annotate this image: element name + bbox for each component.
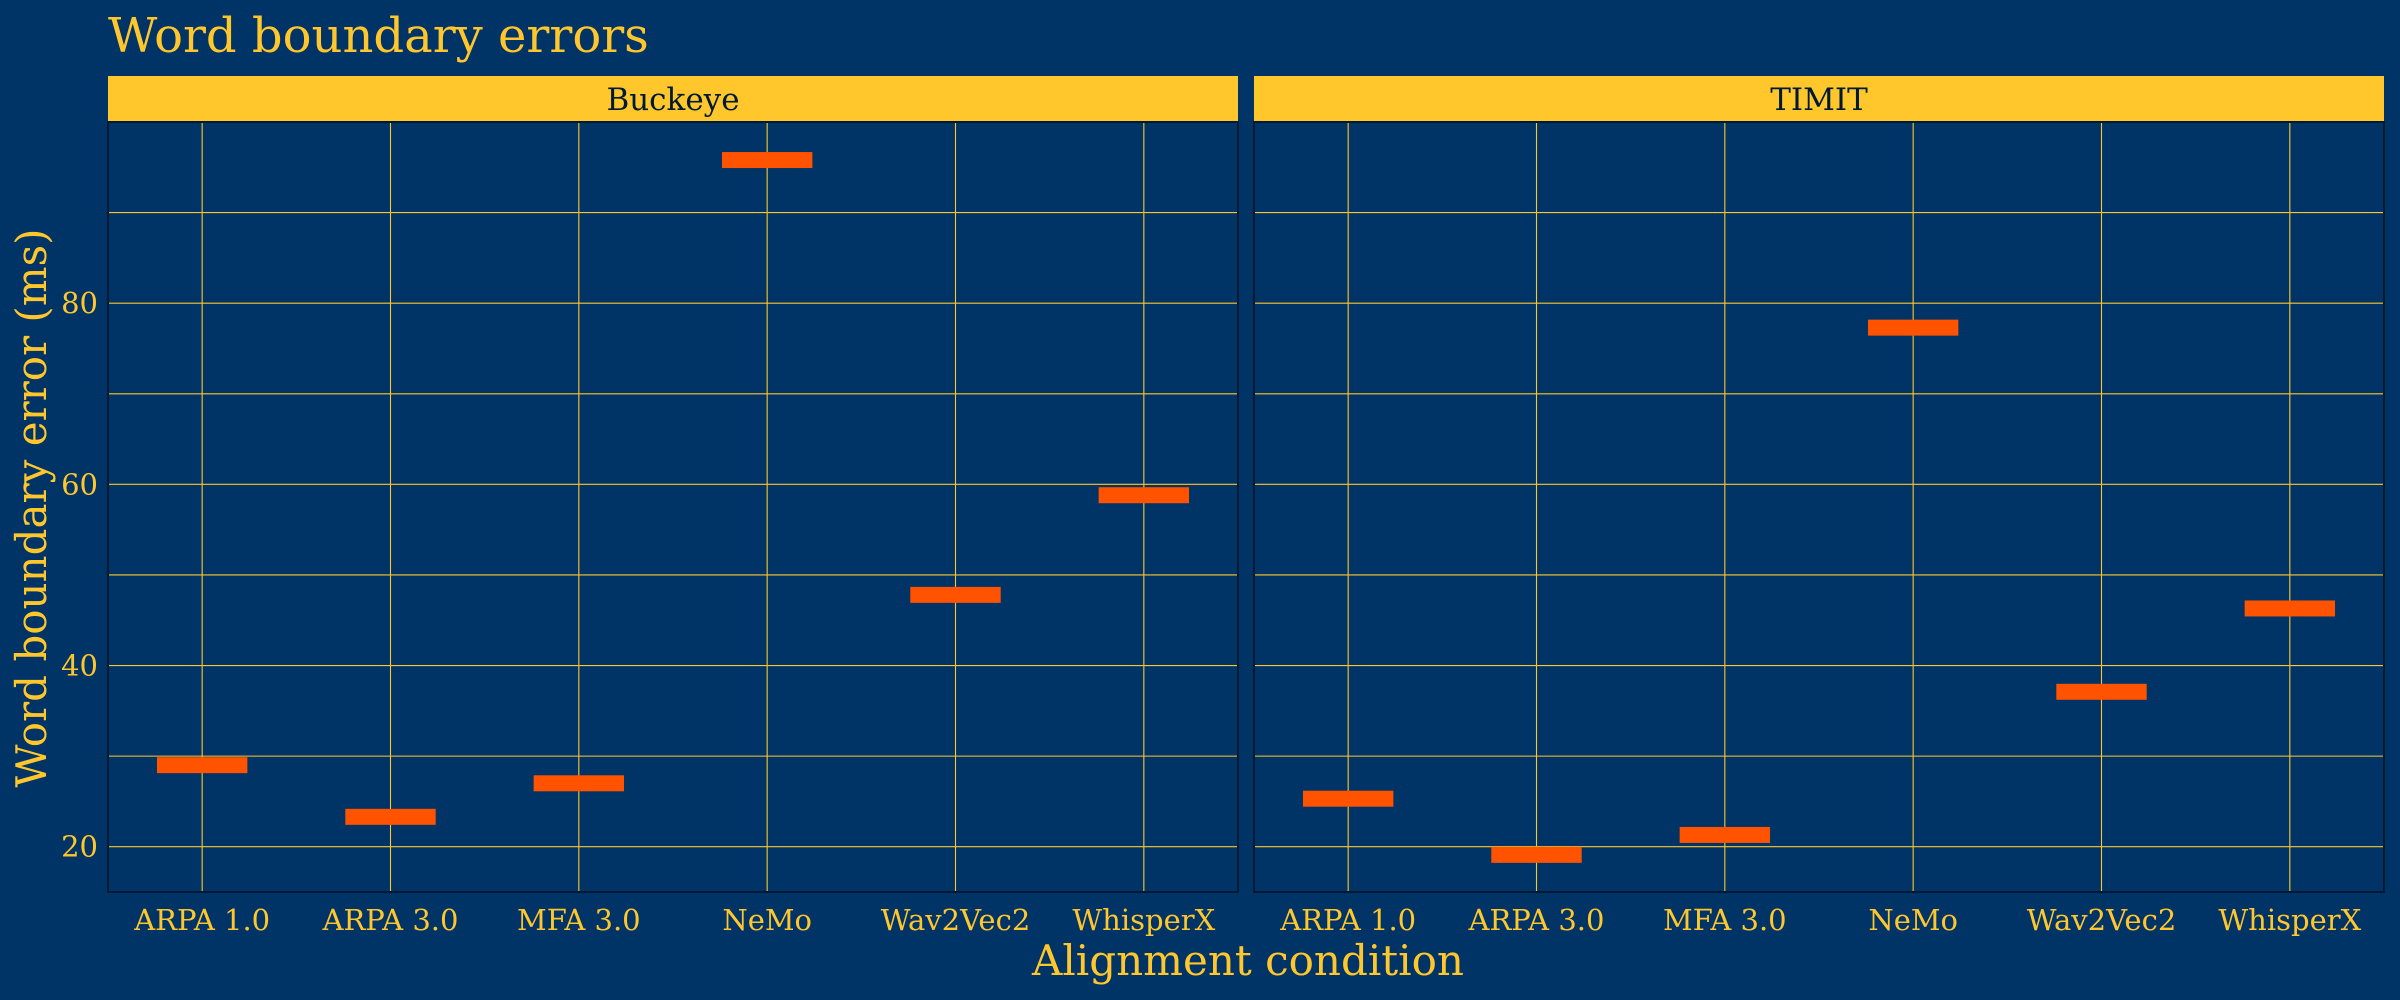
x-tick-label: ARPA 1.0 [133, 903, 270, 937]
y-tick-label: 60 [61, 467, 98, 501]
crossbar-arpa-1-0 [156, 757, 248, 774]
crossbar-whisperx [2244, 600, 2336, 617]
facet-strip-label: Buckeye [606, 82, 739, 118]
y-tick-label: 20 [61, 830, 98, 864]
x-tick-label: ARPA 1.0 [1279, 903, 1416, 937]
crossbar-whisperx [1098, 487, 1190, 504]
x-tick-label: NeMo [722, 903, 812, 937]
x-tick-label: WhisperX [1072, 903, 1215, 937]
panel-border [107, 121, 1239, 893]
x-tick-label: WhisperX [2218, 903, 2361, 937]
chart-title: Word boundary errors [108, 8, 649, 64]
facet-strip [108, 76, 1238, 122]
facet-strip [1254, 76, 2384, 122]
crossbar-wav2vec2 [910, 586, 1001, 603]
crossbar-mfa-3-0 [1679, 826, 1771, 843]
x-tick-label: MFA 3.0 [1663, 903, 1787, 937]
crossbar-mfa-3-0 [533, 775, 625, 792]
facet-panel-buckeye: Buckeye ARPA 1.0 ARPA 3.0 MFA 3.0 NeMo Wav2Ve… [61, 76, 1239, 937]
x-tick-label: NeMo [1868, 903, 1958, 937]
facet-panel-timit: TIMIT ARPA 1.0 ARPA 3.0 MFA 3.0 NeMo Wav2Vec2… [1253, 76, 2385, 937]
x-tick-label: MFA 3.0 [517, 903, 641, 937]
y-tick-label: 40 [61, 649, 98, 683]
crossbar-arpa-1-0 [1302, 790, 1394, 807]
y-tick-label: 80 [61, 286, 98, 320]
y-axis-title: Word boundary error (ms) [7, 228, 56, 787]
x-tick-label: Wav2Vec2 [2027, 903, 2177, 937]
crossbar-arpa-3-0 [1491, 846, 1582, 863]
x-axis-title: Alignment condition [1031, 936, 1464, 985]
x-tick-label: ARPA 3.0 [322, 903, 459, 937]
panel-border [1253, 121, 2385, 893]
crossbar-nemo [1867, 319, 1959, 336]
facet-strip-label: TIMIT [1770, 82, 1868, 118]
crossbar-wav2vec2 [2056, 683, 2147, 700]
crossbar-nemo [721, 152, 813, 169]
x-tick-label: ARPA 3.0 [1468, 903, 1605, 937]
facet-panels: Buckeye ARPA 1.0 ARPA 3.0 MFA 3.0 NeMo Wav2Ve… [61, 76, 2385, 937]
crossbar-arpa-3-0 [345, 808, 436, 825]
x-tick-label: Wav2Vec2 [881, 903, 1031, 937]
